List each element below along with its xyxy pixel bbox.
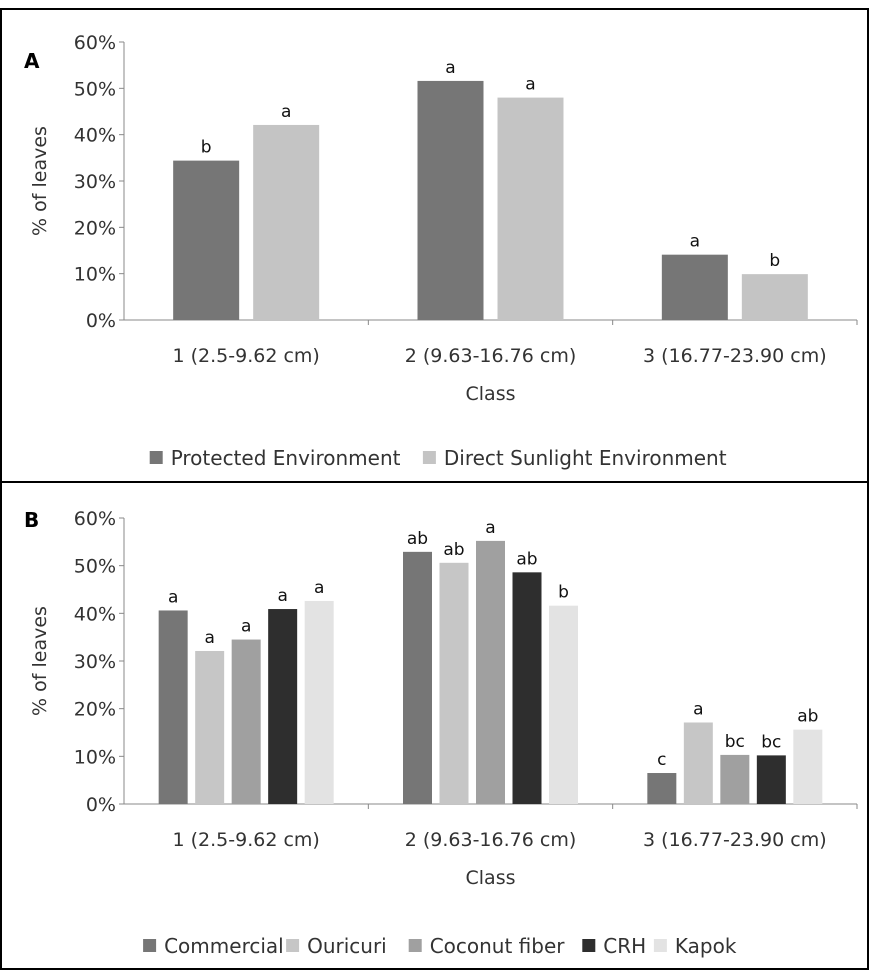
- x-category-label: 3 (16.77-23.90 cm): [643, 345, 827, 367]
- significance-label: a: [241, 617, 251, 637]
- y-tick-label: 40%: [74, 125, 116, 147]
- bar: [304, 600, 334, 804]
- y-tick-label: 10%: [74, 746, 116, 768]
- bar: [195, 650, 225, 804]
- significance-label: ab: [516, 549, 537, 569]
- x-category-label: 1 (2.5-9.62 cm): [173, 829, 320, 851]
- y-tick-label: 50%: [74, 556, 116, 578]
- y-tick-label: 50%: [74, 78, 116, 100]
- significance-label: a: [281, 102, 291, 122]
- legend-label: Ouricuri: [307, 934, 387, 958]
- significance-label: ab: [407, 529, 428, 549]
- x-axis-title: Class: [466, 383, 516, 405]
- legend-swatch: [408, 939, 422, 952]
- bar: [497, 97, 564, 320]
- legend-label: Direct Sunlight Environment: [444, 446, 727, 470]
- y-tick-label: 40%: [74, 603, 116, 625]
- bar: [683, 722, 713, 804]
- significance-label: bc: [725, 732, 745, 752]
- bar: [793, 729, 823, 804]
- significance-label: b: [201, 138, 212, 158]
- bar-chart-b: B 0% 10% 20% 30% 40% 50% 60% % of leaves 1 (2.5-9…: [24, 508, 858, 958]
- legend-label: CRH: [603, 934, 646, 958]
- y-tick-label: 20%: [74, 699, 116, 721]
- significance-label: b: [558, 583, 569, 603]
- y-tick-label: 10%: [74, 264, 116, 286]
- legend-swatch: [149, 451, 163, 464]
- bar: [253, 124, 320, 320]
- panel-letter: B: [24, 508, 39, 532]
- bar: [720, 754, 750, 804]
- chart-panel-b: B 0% 10% 20% 30% 40% 50% 60% % of leaves 1 (2.5-9…: [0, 481, 869, 970]
- y-tick-label: 30%: [74, 651, 116, 673]
- x-category-label: 3 (16.77-23.90 cm): [643, 829, 827, 851]
- bar-chart-a: A 0% 10% 20% 30% 40% 50% 60% % of leaves 1 (2.5-9…: [24, 32, 858, 470]
- y-tick-label: 0%: [86, 310, 116, 332]
- x-axis-title: Class: [466, 867, 516, 889]
- legend-label: Coconut fiber: [430, 934, 566, 958]
- legend-label: Commercial: [164, 934, 284, 958]
- y-tick-label: 0%: [86, 794, 116, 816]
- y-tick-label: 60%: [74, 508, 116, 530]
- bar: [512, 572, 542, 804]
- bar: [439, 562, 469, 804]
- legend-swatch: [286, 939, 300, 952]
- significance-label: a: [204, 628, 214, 648]
- legend-swatch: [422, 451, 436, 464]
- significance-label: b: [769, 251, 780, 271]
- y-axis-title: % of leaves: [29, 606, 51, 716]
- x-category-label: 2 (9.63-16.76 cm): [405, 345, 577, 367]
- significance-label: bc: [761, 732, 781, 752]
- legend-swatch: [143, 939, 157, 952]
- legend-swatch: [582, 939, 596, 952]
- y-tick-label: 30%: [74, 171, 116, 193]
- x-category-label: 1 (2.5-9.62 cm): [173, 345, 320, 367]
- legend-swatch: [653, 939, 667, 952]
- bar: [476, 540, 505, 804]
- significance-label: a: [445, 58, 455, 78]
- bar: [417, 80, 484, 320]
- y-axis-title: % of leaves: [29, 126, 51, 236]
- significance-label: a: [690, 232, 700, 252]
- significance-label: a: [693, 699, 703, 719]
- panel-letter: A: [24, 49, 40, 73]
- bar: [549, 605, 578, 804]
- bar: [231, 639, 261, 804]
- significance-label: a: [277, 586, 287, 606]
- legend-label: Protected Environment: [171, 446, 401, 470]
- bar: [661, 254, 728, 320]
- chart-panel-a: A 0% 10% 20% 30% 40% 50% 60% % of leaves 1 (2.5-9…: [0, 8, 869, 483]
- bar: [756, 755, 786, 804]
- significance-label: a: [168, 587, 178, 607]
- y-tick-label: 20%: [74, 217, 116, 239]
- bar: [403, 551, 432, 804]
- significance-label: c: [657, 750, 666, 770]
- significance-label: a: [485, 518, 495, 538]
- significance-label: a: [525, 75, 535, 95]
- bar: [173, 160, 240, 320]
- legend-label: Kapok: [675, 934, 737, 958]
- bar: [268, 609, 298, 804]
- significance-label: ab: [797, 707, 818, 727]
- x-category-label: 2 (9.63-16.76 cm): [405, 829, 577, 851]
- significance-label: ab: [443, 540, 464, 560]
- bar: [158, 610, 188, 804]
- bar: [741, 274, 808, 320]
- bar: [647, 773, 677, 804]
- significance-label: a: [314, 578, 324, 598]
- y-tick-label: 60%: [74, 32, 116, 54]
